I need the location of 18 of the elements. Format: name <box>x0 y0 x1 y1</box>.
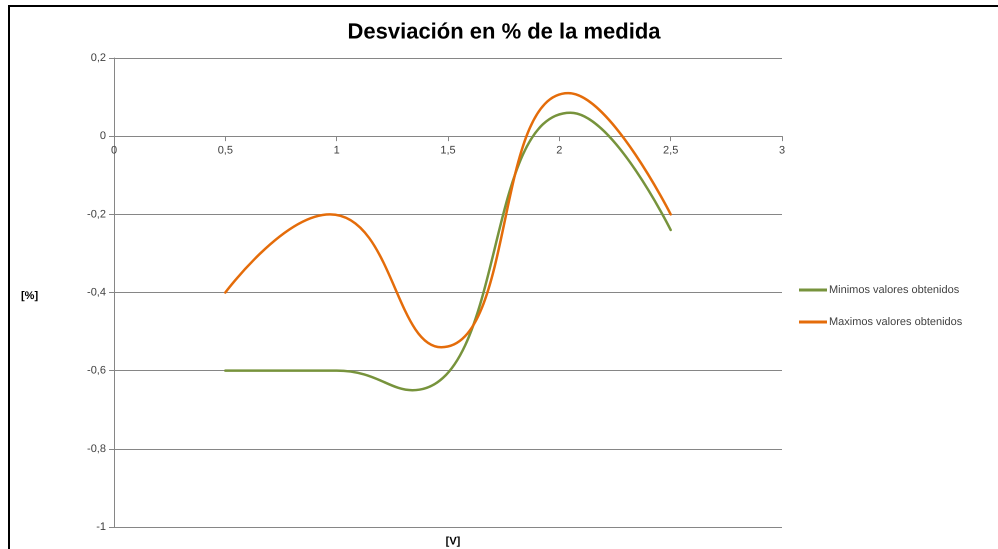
chart-title: Desviación en % de la medida <box>347 18 662 44</box>
y-tick-label: -0,2 <box>87 208 106 220</box>
legend-label: Minimos valores obtenidos <box>829 284 960 296</box>
y-tick-label: -0,4 <box>87 286 106 298</box>
x-tick-label: 2,5 <box>663 144 678 157</box>
y-tick-label: -0,8 <box>87 442 106 455</box>
x-tick-label: 0,5 <box>218 144 233 157</box>
x-axis-title: [V] <box>446 536 461 548</box>
legend-label: Maximos valores obtenidos <box>829 316 963 328</box>
x-tick-label: 3 <box>778 144 786 157</box>
y-axis-title: [%] <box>21 290 38 302</box>
y-tick-label: 0 <box>100 130 106 142</box>
y-tick-label: -1 <box>96 521 106 533</box>
x-tick-label: 1,5 <box>440 144 456 157</box>
x-tick-label: 2 <box>556 144 562 157</box>
y-tick-label: 0,2 <box>90 52 106 64</box>
x-tick-label: 1 <box>334 144 340 157</box>
y-tick-label: -0,6 <box>87 364 106 377</box>
